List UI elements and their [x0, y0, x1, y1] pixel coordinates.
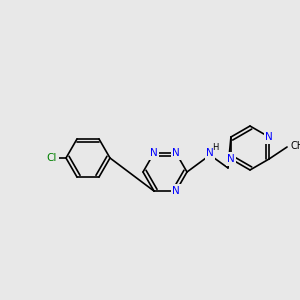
Text: N: N — [227, 154, 235, 164]
Text: N: N — [172, 148, 180, 158]
Text: N: N — [172, 186, 180, 196]
Text: Cl: Cl — [47, 153, 57, 163]
Text: N: N — [265, 132, 273, 142]
Text: N: N — [206, 148, 214, 158]
Text: H: H — [212, 142, 218, 152]
Text: N: N — [150, 148, 158, 158]
Text: CH₃: CH₃ — [290, 141, 300, 151]
